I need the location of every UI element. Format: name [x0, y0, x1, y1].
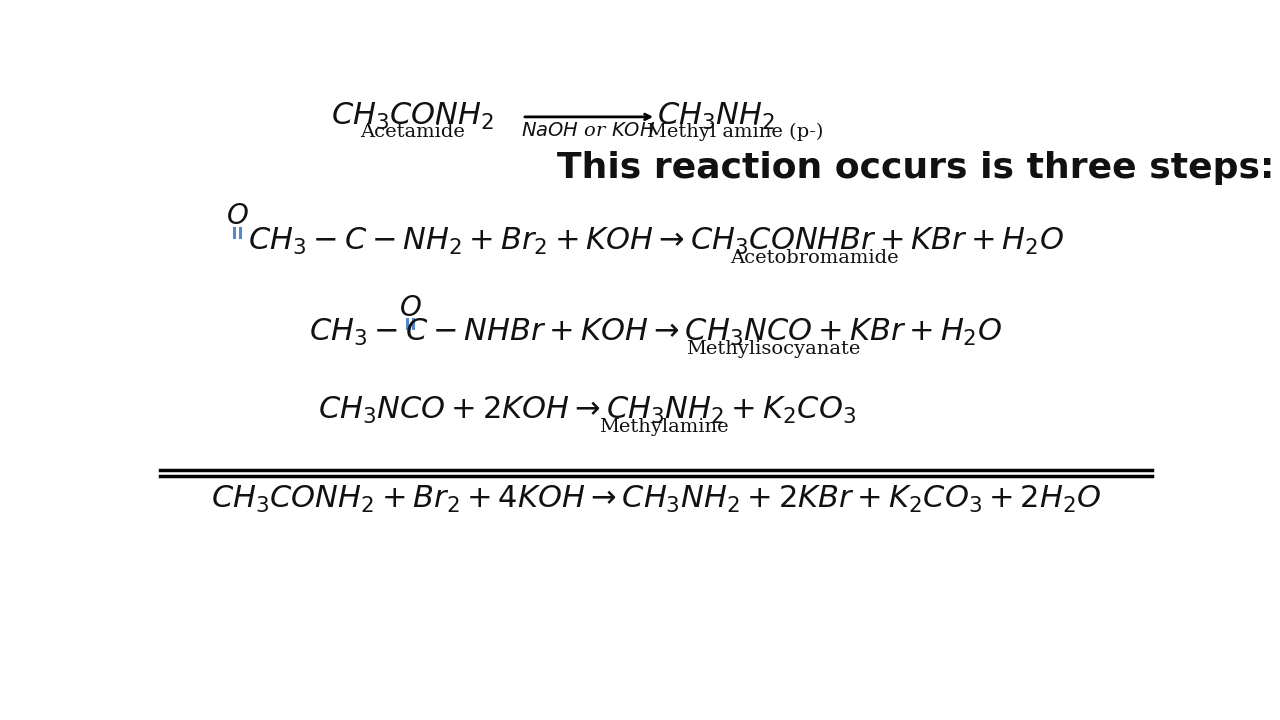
- Text: $CH_3-C-NH_2+Br_2+KOH\rightarrow CH_3CONHBr+KBr+H_2O$: $CH_3-C-NH_2+Br_2+KOH\rightarrow CH_3CON…: [248, 226, 1064, 257]
- Text: $CH_3-C-NHBr+KOH\rightarrow CH_3NCO+KBr+H_2O$: $CH_3-C-NHBr+KOH\rightarrow CH_3NCO+KBr+…: [310, 317, 1002, 348]
- Text: $CH_3NH_2$: $CH_3NH_2$: [657, 102, 774, 132]
- Text: Acetobromamide: Acetobromamide: [731, 249, 899, 267]
- Text: Methyl amine (p-): Methyl amine (p-): [648, 122, 823, 141]
- Text: This reaction occurs is three steps:: This reaction occurs is three steps:: [557, 151, 1274, 185]
- Text: $NaOH$ or $KOH$: $NaOH$ or $KOH$: [521, 122, 655, 140]
- Text: Acetamide: Acetamide: [361, 123, 466, 141]
- Text: $O$: $O$: [398, 294, 421, 322]
- Text: $CH_3NCO+2KOH\rightarrow CH_3NH_2+K_2CO_3$: $CH_3NCO+2KOH\rightarrow CH_3NH_2+K_2CO_…: [317, 395, 855, 426]
- Text: $O$: $O$: [227, 202, 248, 230]
- Text: $CH_3CONH_2+Br_2+4KOH\rightarrow CH_3NH_2+2KBr+K_2CO_3+2H_2O$: $CH_3CONH_2+Br_2+4KOH\rightarrow CH_3NH_…: [211, 484, 1101, 515]
- Text: $CH_3CONH_2$: $CH_3CONH_2$: [332, 102, 494, 132]
- Text: Methylamine: Methylamine: [599, 418, 728, 436]
- Text: Methylisocyanate: Methylisocyanate: [686, 340, 860, 358]
